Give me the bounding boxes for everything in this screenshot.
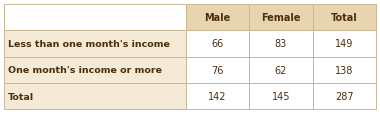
Text: Total: Total bbox=[8, 92, 35, 101]
Text: Female: Female bbox=[261, 13, 301, 23]
Bar bbox=[4, 83, 185, 109]
Bar bbox=[185, 31, 249, 57]
Bar bbox=[4, 57, 185, 83]
Text: 145: 145 bbox=[272, 91, 290, 101]
Bar bbox=[313, 5, 376, 31]
Bar bbox=[249, 5, 313, 31]
Text: 66: 66 bbox=[211, 39, 223, 49]
Bar bbox=[313, 83, 376, 109]
Bar bbox=[249, 83, 313, 109]
Text: 83: 83 bbox=[275, 39, 287, 49]
Bar bbox=[185, 83, 249, 109]
Bar bbox=[249, 57, 313, 83]
Text: 62: 62 bbox=[275, 65, 287, 75]
Text: Male: Male bbox=[204, 13, 230, 23]
Bar bbox=[4, 31, 185, 57]
Text: One month's income or more: One month's income or more bbox=[8, 66, 162, 75]
Text: Total: Total bbox=[331, 13, 358, 23]
Text: 149: 149 bbox=[335, 39, 354, 49]
Text: 76: 76 bbox=[211, 65, 223, 75]
Bar bbox=[249, 31, 313, 57]
Bar bbox=[313, 57, 376, 83]
Text: 142: 142 bbox=[208, 91, 226, 101]
Text: 138: 138 bbox=[335, 65, 354, 75]
Bar bbox=[313, 31, 376, 57]
Bar bbox=[185, 5, 249, 31]
Bar bbox=[4, 5, 185, 31]
Bar bbox=[185, 57, 249, 83]
Text: Less than one month's income: Less than one month's income bbox=[8, 39, 170, 48]
Text: 287: 287 bbox=[335, 91, 354, 101]
